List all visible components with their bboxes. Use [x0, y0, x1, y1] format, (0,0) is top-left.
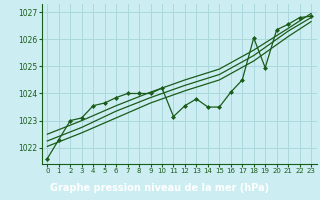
Text: Graphe pression niveau de la mer (hPa): Graphe pression niveau de la mer (hPa) — [51, 183, 269, 193]
